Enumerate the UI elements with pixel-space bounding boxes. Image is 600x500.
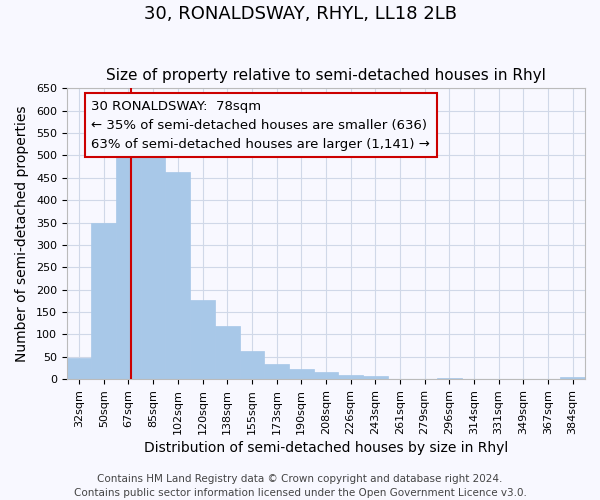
Title: Size of property relative to semi-detached houses in Rhyl: Size of property relative to semi-detach… <box>106 68 546 83</box>
Bar <box>437 378 461 379</box>
Text: 30, RONALDSWAY, RHYL, LL18 2LB: 30, RONALDSWAY, RHYL, LL18 2LB <box>143 5 457 23</box>
Bar <box>289 370 314 379</box>
Text: 30 RONALDSWAY:  78sqm
← 35% of semi-detached houses are smaller (636)
63% of sem: 30 RONALDSWAY: 78sqm ← 35% of semi-detac… <box>91 100 430 150</box>
Bar <box>363 376 388 379</box>
Bar <box>67 358 91 379</box>
Y-axis label: Number of semi-detached properties: Number of semi-detached properties <box>15 106 29 362</box>
Bar <box>116 140 141 379</box>
X-axis label: Distribution of semi-detached houses by size in Rhyl: Distribution of semi-detached houses by … <box>144 441 508 455</box>
Bar <box>239 352 264 379</box>
Bar <box>141 140 166 379</box>
Bar <box>190 300 215 379</box>
Bar <box>91 224 116 379</box>
Bar <box>166 172 190 379</box>
Text: Contains HM Land Registry data © Crown copyright and database right 2024.
Contai: Contains HM Land Registry data © Crown c… <box>74 474 526 498</box>
Bar <box>264 364 289 379</box>
Bar <box>314 372 338 379</box>
Bar <box>560 377 585 379</box>
Bar <box>338 374 363 379</box>
Bar <box>215 326 239 379</box>
